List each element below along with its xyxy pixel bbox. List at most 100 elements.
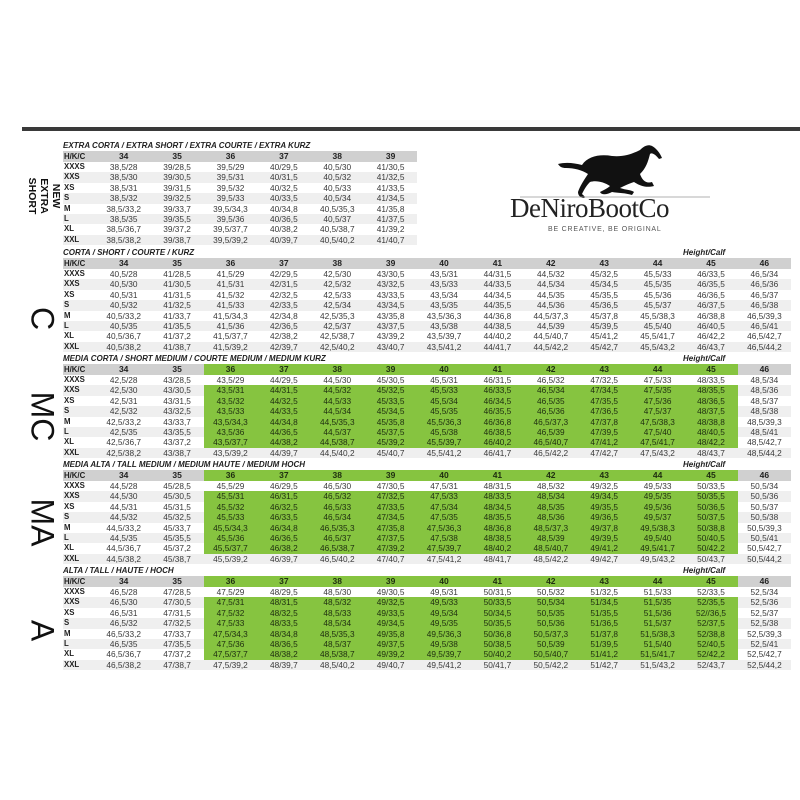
table-cell: 45/37,2 [163,543,191,554]
table-cell: 43/37,5 [376,320,405,331]
table-cell: 47,5/35 [630,385,685,396]
table-cell: 46,5/37,3 [524,416,578,427]
size-label: XXS [64,172,80,182]
top-rule [22,127,800,131]
table-cell: 47,5/39,7 [417,543,471,554]
table-cell: 50/42,2 [684,543,738,554]
table-cell: 44,5/38,7 [310,437,364,448]
column-header: 34 [118,258,129,268]
table-cell: 47/39,5 [577,426,631,438]
table-cell: 49,5/36,3 [417,628,471,639]
table-cell: 44,5/28 [109,481,138,491]
table-cell: 47,5/33 [203,618,258,629]
size-label: XXS [64,385,80,395]
table-cell: 44/38,2 [257,437,311,448]
table-cell: 44,5/36 [536,300,565,311]
table-cell: 43/30,5 [163,385,191,396]
table-cell: 45,5/41,7 [640,331,675,342]
table-cell: 48,5/38 [750,406,779,417]
table-cell: 39,5/31 [216,172,245,183]
column-header: 36 [203,576,258,587]
table-cell: 47/28,5 [163,587,191,597]
column-header: 36 [203,470,258,481]
table-cell: 46,5/41 [750,320,779,331]
size-table: MEDIA CORTA / SHORT MEDIUM / COURTE MEDI… [63,354,792,459]
column-header: 44 [630,576,685,587]
table-cell: 47,5/35 [417,512,471,523]
size-label: XL [64,437,74,447]
table-cell: 46/40,5 [697,320,725,331]
size-label: XXS [64,279,80,289]
table-cell: 50/41,7 [483,659,512,670]
table-cell: 42/29,5 [270,269,298,279]
table-cell: 47/37,8 [577,416,631,427]
table-cell: 44/32,5 [257,395,311,407]
table-cell: 39,5/29 [216,162,245,172]
column-header: 43 [599,258,609,268]
column-header: 37 [257,576,311,587]
table-cell: 45,5/37 [643,300,672,311]
table-cell: 51/37,8 [577,628,631,639]
column-header: 34 [118,364,129,374]
table-cell: 45,5/33 [643,269,672,279]
table-cell: 46/41,7 [483,447,512,458]
table-cell: 44,5/35,3 [310,416,364,427]
table-cell: 41,5/32 [216,289,245,300]
table-cell: 46,5/30 [323,481,352,491]
table-cell: 50,5/39,3 [747,522,782,533]
table-cell: 44,5/37,3 [533,310,569,321]
table-cell: 45,5/38 [417,426,471,438]
table-cell: 50,5/40,7 [524,649,578,660]
table-row: XS 46,5/31 47/31,5 47,5/32 48/32,5 48,5/33 49/… [63,607,791,619]
table-cell: 47/34,5 [363,512,418,523]
table-cell: 47,5/34,3 [203,628,258,639]
table-cell: 44/31,5 [257,385,311,396]
table-row: L 42,5/35 43/35,5 43,5/36 44/36,5 44,5/37 45/3… [63,426,792,438]
table-cell: 49/41,2 [577,543,631,554]
table-cell: 43,5/35 [430,300,458,311]
table-cell: 47,5/39,2 [213,659,248,670]
table-cell: 46,5/34 [310,512,364,523]
table-cell: 43/33,5 [376,289,405,300]
table-cell: 38,5/32 [109,193,138,204]
column-header: 39 [363,576,418,587]
table-cell: 40,5/30 [323,162,352,172]
table-row: XXL 46,5/38,2 47/38,7 47,5/39,2 48/39,7 48,5/… [63,659,792,671]
table-cell: 46/35,5 [470,406,525,417]
table-cell: 43,5/37,7 [203,437,258,448]
column-header: 42 [524,576,578,587]
table-cell: 45/37,5 [363,426,418,438]
table-cell: 43,5/32 [203,395,258,407]
table-cell: 49/37,8 [577,522,631,533]
table-cell: 52//36,5 [684,607,738,619]
table-cell: 46/43,7 [697,341,725,352]
column-header: 40 [417,576,471,587]
table-cell: 46/33,5 [470,385,525,396]
table-cell: 40,5/32 [323,172,352,183]
table-cell: 45,5/36 [203,532,258,544]
table-cell: 48/37,5 [684,406,738,417]
table-cell: 47/35,8 [363,522,418,533]
table-cell: 47/37,5 [363,532,418,544]
height-calf-label: Height/Calf [683,566,726,575]
column-header: 35 [172,470,182,480]
table-cell: 40/34,8 [270,203,298,214]
table-cell: 47/39,2 [363,543,418,554]
table-cell: 48,5/37,3 [524,522,578,533]
table-cell: 49,5/36 [630,501,685,513]
column-header: 38 [310,364,364,375]
size-label: XL [64,543,74,553]
table-cell: 39,5/34,3 [213,203,248,214]
table-cell: 44,5/32 [310,385,364,396]
table-cell: 43,5/31 [430,269,458,279]
table-cell: 47,5/32 [203,607,258,619]
table-cell: 48,5/33 [310,607,364,619]
table-cell: 40,5/30 [109,279,138,290]
table-cell: 47/38,7 [163,659,191,670]
table-cell: 43,5/29 [216,375,245,385]
table-cell: 52/38,8 [684,628,738,639]
column-header: 41 [470,470,525,481]
table-cell: 52,5/37 [750,607,779,618]
table-cell: 41/34,5 [376,193,405,204]
table-cell: 49/30,5 [376,587,405,597]
